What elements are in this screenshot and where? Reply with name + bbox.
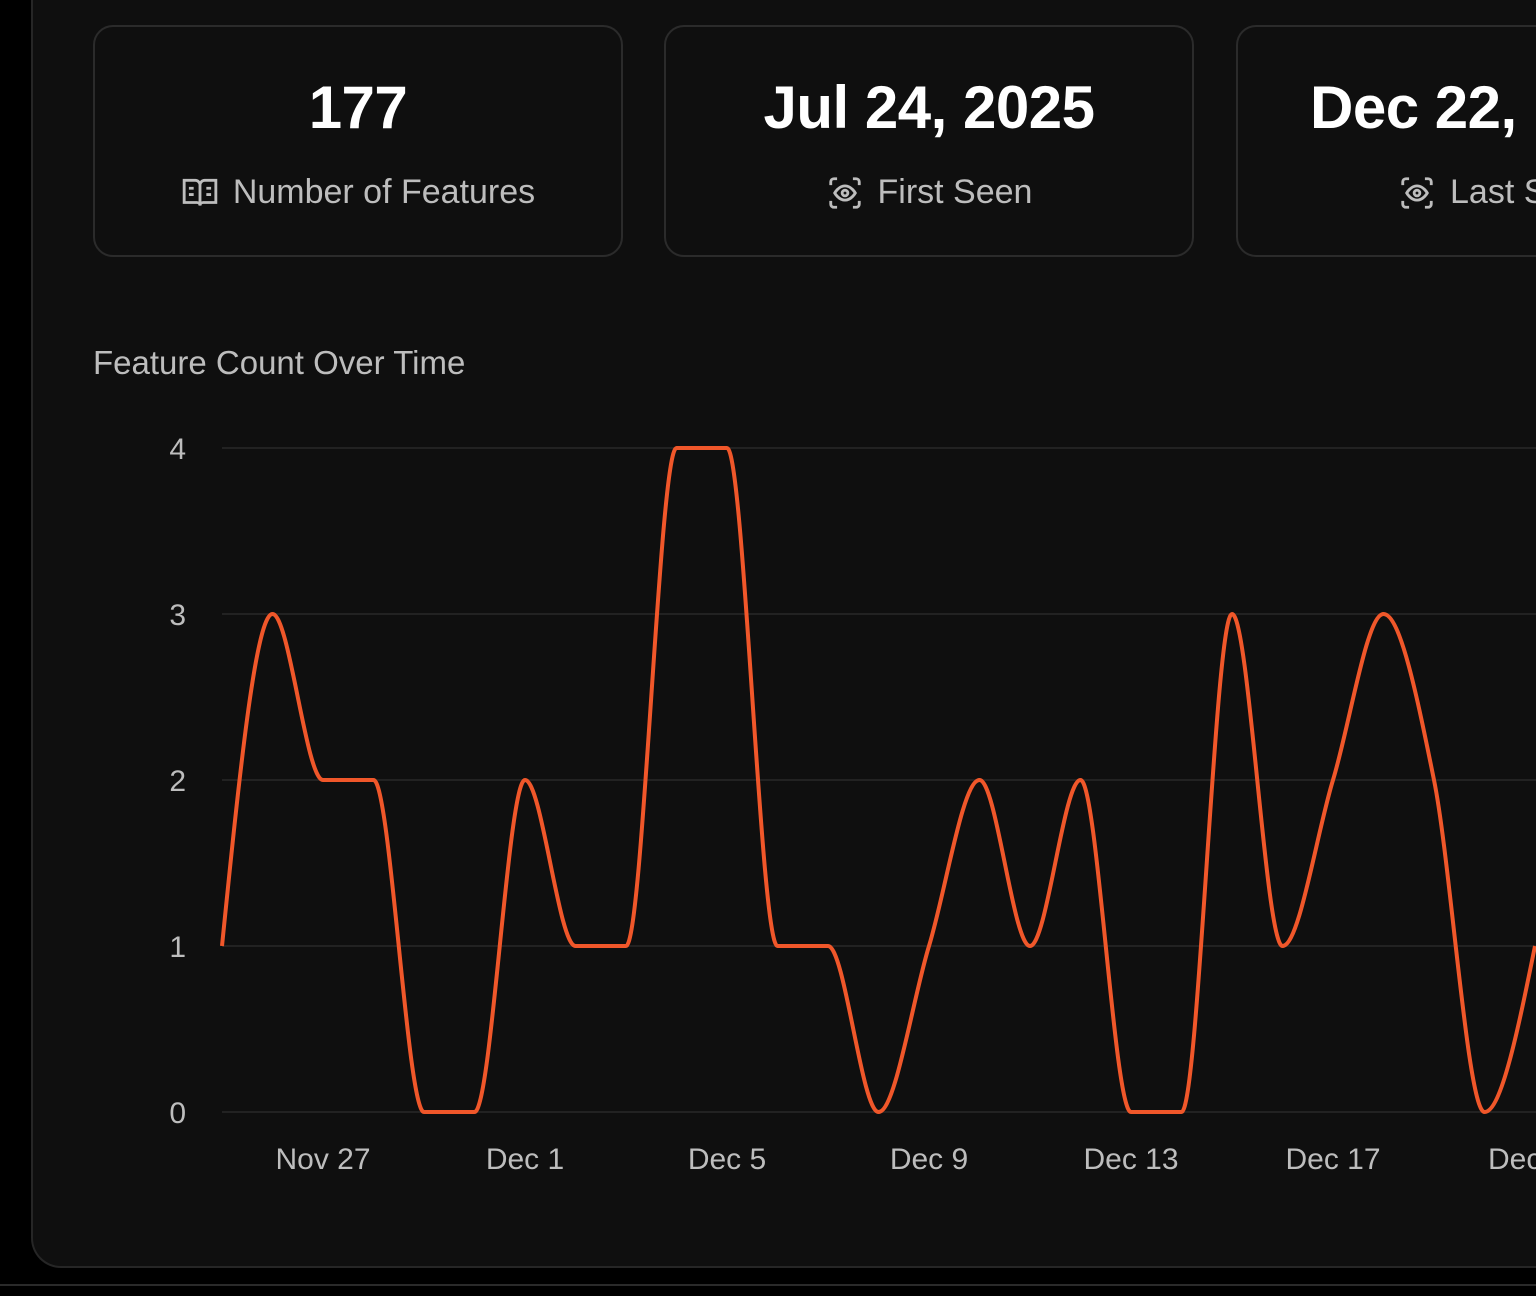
eye-scan-icon (828, 176, 861, 209)
stat-card-first-seen: Jul 24, 2025 First Seen (664, 25, 1194, 257)
y-tick-label: 0 (169, 1097, 186, 1130)
y-tick-label: 2 (169, 765, 186, 798)
book-icon (182, 178, 218, 206)
stat-value: Dec 22, (1310, 74, 1517, 141)
x-tick-label: Dec 5 (688, 1143, 766, 1176)
x-tick-label: Dec 1 (486, 1143, 564, 1176)
stat-value: Jul 24, 2025 (763, 74, 1095, 141)
stat-label: First Seen (877, 173, 1033, 211)
y-tick-label: 3 (169, 599, 186, 632)
stat-value: 177 (308, 74, 408, 141)
x-tick-label: Dec 13 (1083, 1143, 1178, 1176)
stat-label: Last S (1450, 173, 1536, 211)
x-tick-label: Dec 9 (890, 1143, 968, 1176)
divider (0, 1284, 1536, 1286)
stat-card-last-seen: Dec 22, Last S (1236, 25, 1536, 257)
series-line (220, 446, 1536, 1115)
stat-card-features: 177 Number of Features (93, 25, 623, 257)
x-tick-label: Dec 17 (1285, 1143, 1380, 1176)
x-tick-label: Dec (1488, 1143, 1536, 1176)
chart-title: Feature Count Over Time (93, 344, 466, 381)
y-tick-label: 1 (169, 931, 186, 964)
eye-scan-icon (1401, 176, 1433, 209)
y-tick-label: 4 (169, 433, 186, 466)
x-tick-label: Nov 27 (275, 1143, 370, 1176)
stat-label: Number of Features (232, 173, 536, 211)
